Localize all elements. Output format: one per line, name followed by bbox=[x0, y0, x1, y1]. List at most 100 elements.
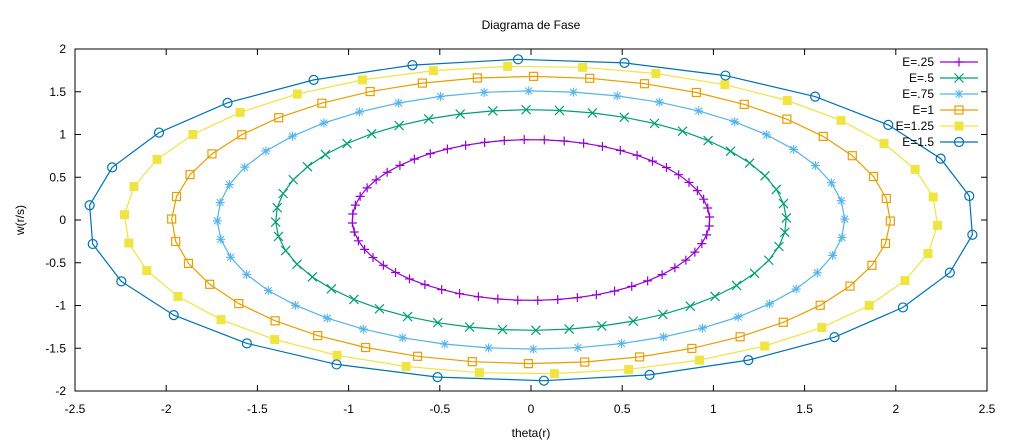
data-point-marker bbox=[695, 355, 705, 365]
data-point-marker bbox=[409, 154, 419, 164]
data-point-marker bbox=[773, 241, 784, 252]
legend-item: E=.25 bbox=[902, 55, 978, 69]
data-point-marker bbox=[412, 351, 423, 361]
data-point-marker bbox=[619, 57, 630, 68]
data-point-marker bbox=[455, 109, 466, 119]
data-point-marker bbox=[302, 161, 313, 172]
data-point-marker bbox=[432, 317, 443, 328]
data-point-marker bbox=[624, 364, 634, 374]
data-point-marker bbox=[883, 119, 894, 130]
data-point-marker bbox=[348, 294, 359, 305]
y-tick-label: 0.5 bbox=[49, 170, 66, 184]
data-point-marker bbox=[690, 247, 700, 257]
x-axis-label: theta(r) bbox=[512, 426, 551, 440]
data-point-marker bbox=[789, 144, 799, 154]
data-point-marker bbox=[290, 300, 300, 310]
x-tick-label: 1.5 bbox=[796, 402, 813, 416]
data-point-marker bbox=[168, 310, 179, 321]
legend-item: E=1 bbox=[912, 103, 978, 117]
data-point-marker bbox=[497, 324, 508, 335]
data-point-marker bbox=[524, 86, 534, 96]
data-point-marker bbox=[355, 191, 365, 201]
data-point-marker bbox=[765, 299, 775, 309]
data-point-marker bbox=[549, 369, 559, 379]
data-point-marker bbox=[587, 108, 598, 118]
data-point-marker bbox=[317, 98, 327, 108]
series-E=.25 bbox=[347, 135, 715, 305]
data-point-marker bbox=[954, 57, 964, 67]
data-point-marker bbox=[366, 128, 377, 139]
data-point-marker bbox=[628, 316, 639, 326]
data-point-marker bbox=[933, 220, 943, 230]
data-point-marker bbox=[731, 280, 742, 291]
x-tick-label: -2.5 bbox=[65, 402, 86, 416]
data-point-marker bbox=[944, 267, 955, 278]
series-E=1 bbox=[167, 71, 895, 369]
data-point-marker bbox=[881, 193, 891, 204]
data-point-marker bbox=[242, 269, 252, 279]
data-point-marker bbox=[358, 324, 368, 334]
data-point-marker bbox=[612, 91, 622, 101]
legend-item: E=.75 bbox=[902, 87, 978, 101]
data-point-marker bbox=[778, 317, 788, 327]
data-point-marker bbox=[697, 239, 707, 249]
data-point-marker bbox=[644, 369, 655, 380]
x-tick-label: 2 bbox=[892, 402, 899, 416]
data-point-marker bbox=[124, 238, 134, 248]
data-point-marker bbox=[967, 229, 978, 240]
data-point-marker bbox=[374, 303, 385, 314]
data-point-marker bbox=[521, 104, 532, 115]
data-point-marker bbox=[559, 136, 569, 146]
data-point-marker bbox=[349, 227, 359, 237]
data-point-marker bbox=[401, 361, 411, 371]
data-point-marker bbox=[348, 209, 358, 219]
data-point-marker bbox=[564, 324, 575, 334]
data-point-marker bbox=[864, 301, 874, 311]
data-point-marker bbox=[292, 89, 302, 99]
x-tick-label: 1 bbox=[710, 402, 717, 416]
data-point-marker bbox=[610, 286, 620, 296]
data-point-marker bbox=[749, 268, 760, 279]
x-tick-label: -1.5 bbox=[247, 402, 268, 416]
data-point-marker bbox=[347, 218, 357, 228]
data-point-marker bbox=[326, 283, 337, 294]
data-point-marker bbox=[205, 279, 215, 289]
data-point-marker bbox=[173, 291, 183, 301]
data-point-marker bbox=[867, 260, 877, 270]
data-point-marker bbox=[398, 333, 408, 343]
data-point-marker bbox=[730, 117, 740, 127]
data-point-marker bbox=[657, 309, 668, 320]
data-point-marker bbox=[684, 177, 694, 187]
data-point-marker bbox=[455, 289, 465, 299]
data-point-marker bbox=[632, 150, 642, 160]
x-tick-label: 2.5 bbox=[979, 402, 996, 416]
data-point-marker bbox=[273, 231, 284, 242]
data-point-marker bbox=[320, 149, 331, 160]
data-point-marker bbox=[407, 60, 418, 71]
data-point-marker bbox=[654, 97, 664, 107]
data-point-marker bbox=[954, 73, 964, 83]
data-point-marker bbox=[404, 274, 414, 284]
data-point-marker bbox=[87, 238, 98, 250]
data-point-marker bbox=[528, 71, 539, 81]
data-point-marker bbox=[395, 160, 405, 170]
legend-label: E=.5 bbox=[909, 71, 934, 85]
series-E=1.25 bbox=[119, 61, 943, 379]
data-point-marker bbox=[694, 106, 704, 116]
data-point-marker bbox=[319, 118, 329, 128]
x-tick-label: 0 bbox=[528, 402, 535, 416]
data-point-marker bbox=[442, 144, 452, 154]
data-point-marker bbox=[354, 107, 364, 117]
data-point-marker bbox=[350, 200, 360, 210]
data-point-marker bbox=[234, 299, 244, 309]
data-point-marker bbox=[781, 212, 792, 223]
data-point-marker bbox=[437, 285, 447, 295]
data-point-marker bbox=[467, 357, 477, 367]
data-point-marker bbox=[270, 217, 281, 228]
data-point-marker bbox=[845, 281, 855, 291]
data-point-marker bbox=[342, 138, 352, 149]
x-tick-label: -0.5 bbox=[429, 402, 450, 416]
data-point-marker bbox=[362, 183, 372, 193]
